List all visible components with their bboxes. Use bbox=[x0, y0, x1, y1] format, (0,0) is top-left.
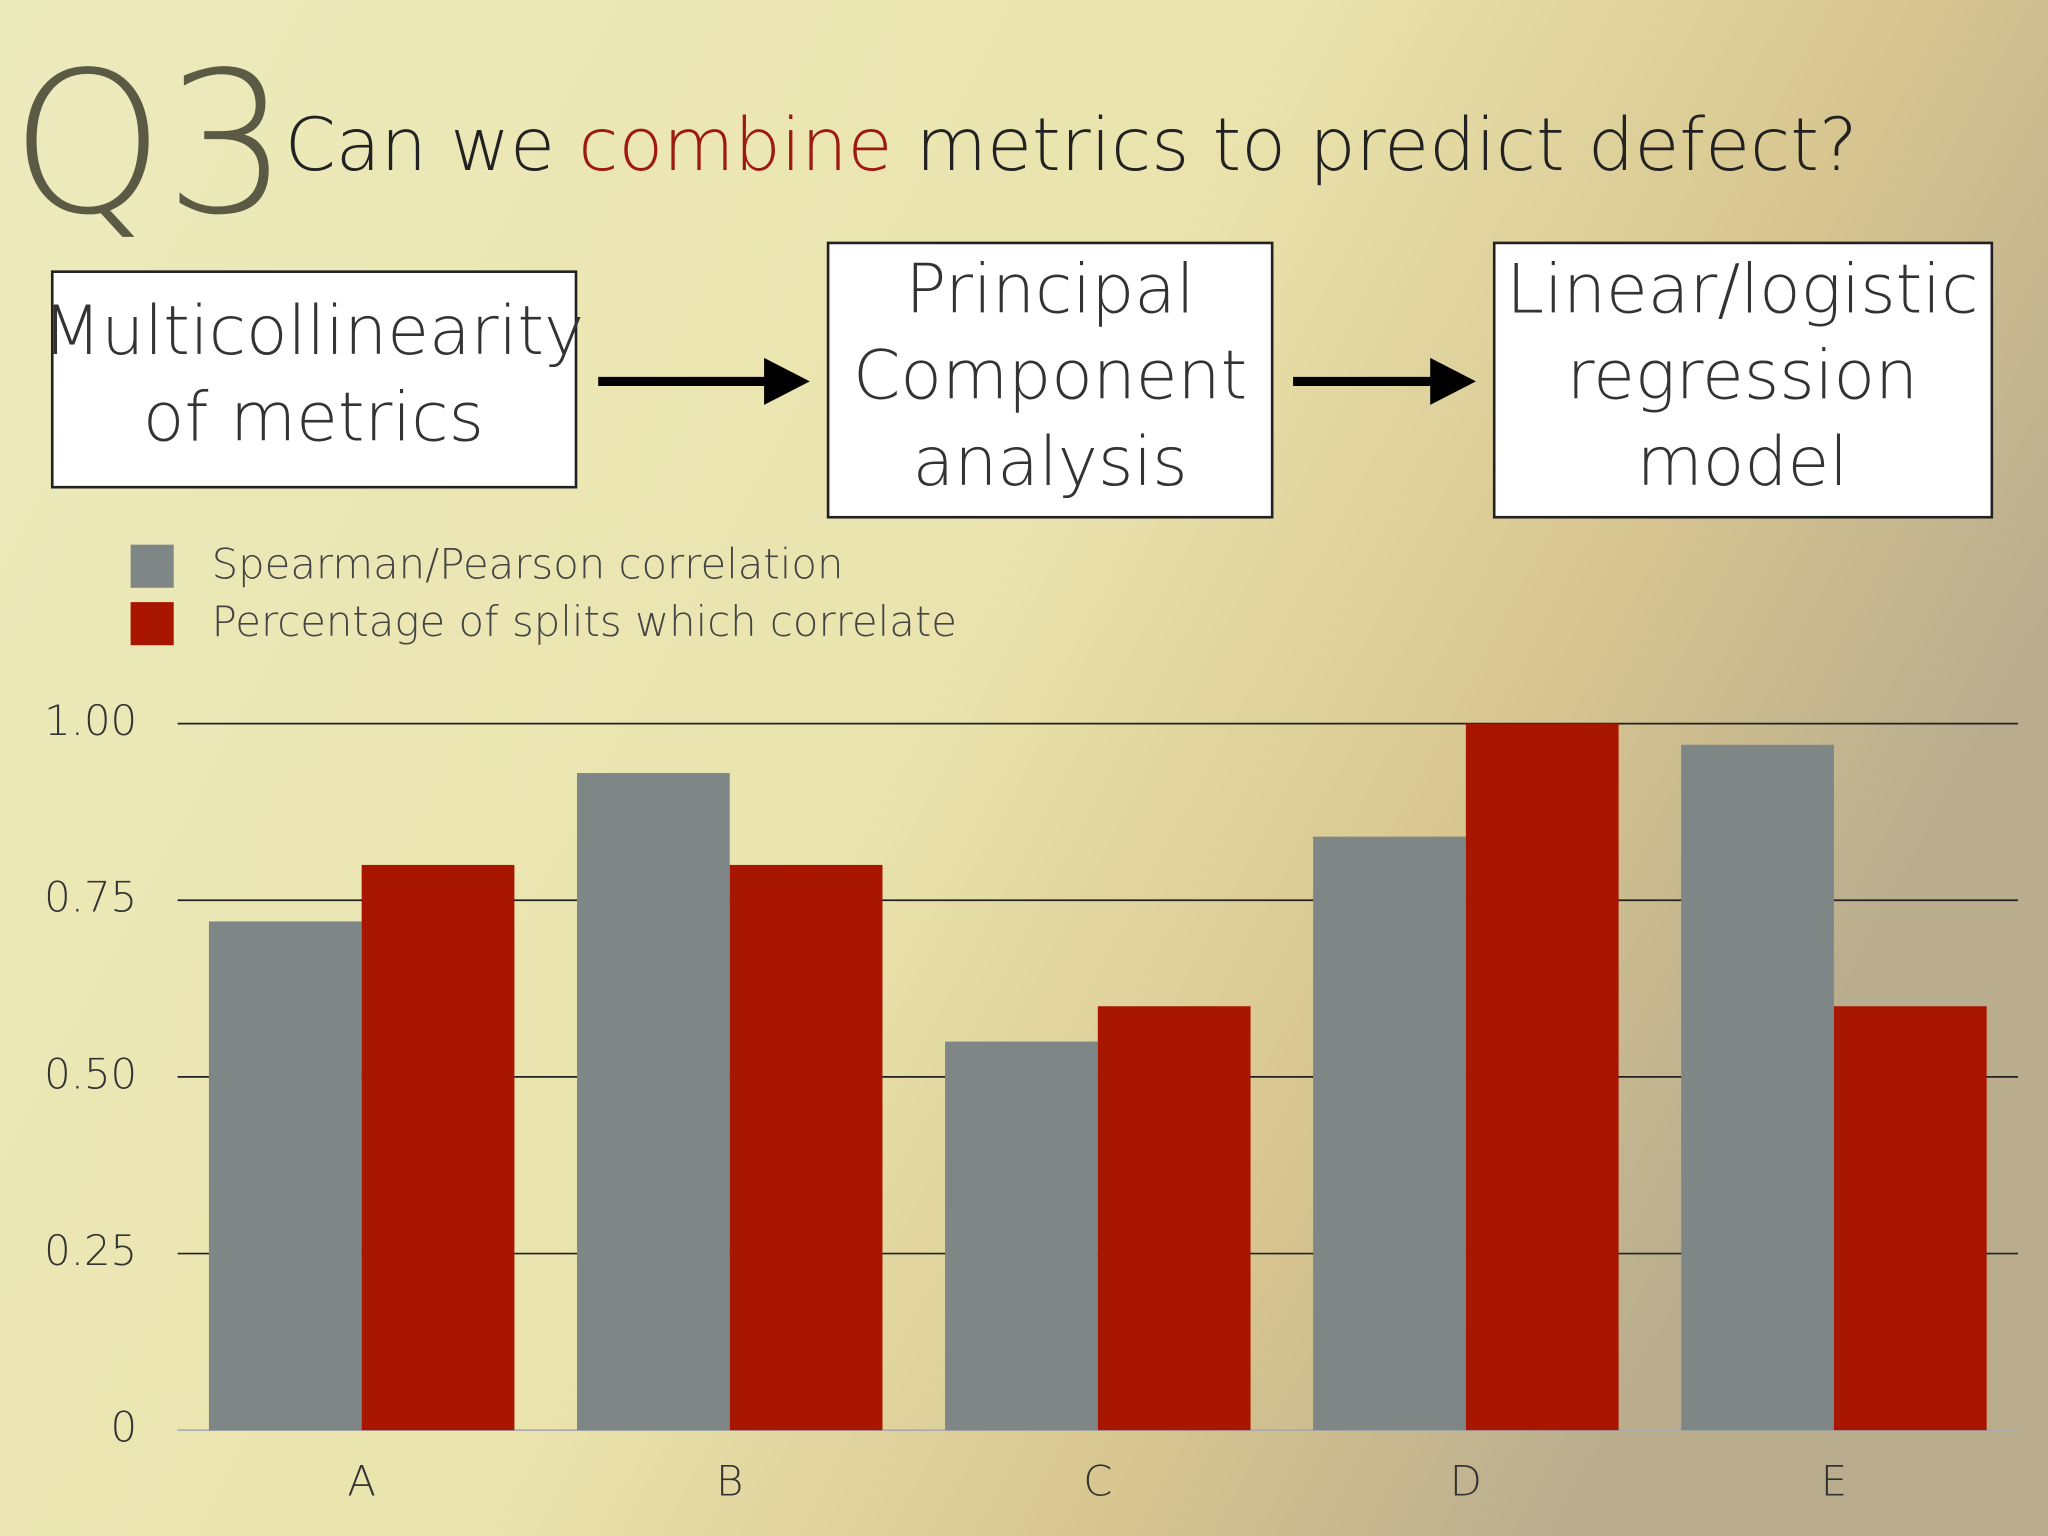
flow-box-label: Principal bbox=[905, 250, 1194, 329]
slide-number: Q3 bbox=[10, 31, 289, 259]
flow-box bbox=[50, 270, 578, 489]
x-tick-label: E bbox=[1821, 1456, 1847, 1505]
bar bbox=[1833, 1006, 1987, 1431]
y-tick-label: 0.25 bbox=[44, 1226, 137, 1275]
flow-box-label: of metrics bbox=[143, 378, 484, 457]
flow-box-label: Linear/logistic bbox=[1506, 250, 1978, 329]
x-tick-label: D bbox=[1450, 1456, 1482, 1505]
arrow-head bbox=[1430, 357, 1476, 405]
x-tick-label: B bbox=[716, 1456, 743, 1505]
flow-box-label: regression bbox=[1567, 337, 1918, 416]
heading: Can we combine metrics to predict defect… bbox=[285, 103, 1858, 188]
heading-highlight: combine bbox=[578, 103, 892, 188]
flow-box bbox=[826, 241, 1274, 519]
flow-box-label: model bbox=[1637, 423, 1848, 502]
legend-swatch bbox=[130, 602, 174, 646]
bar bbox=[1313, 836, 1466, 1431]
bar bbox=[1681, 744, 1834, 1431]
y-tick-label: 1.00 bbox=[44, 696, 137, 745]
bar bbox=[576, 773, 730, 1431]
heading-part: Can we bbox=[285, 103, 579, 188]
flow-box-label: Multicollinearity bbox=[43, 292, 585, 371]
bar bbox=[1097, 1006, 1251, 1431]
bar bbox=[208, 921, 362, 1431]
flow-box-label: analysis bbox=[913, 423, 1188, 502]
flow-box bbox=[1492, 241, 1994, 519]
legend-label: Percentage of splits which correlate bbox=[212, 597, 957, 646]
bar bbox=[361, 864, 515, 1431]
legend-swatch bbox=[130, 544, 174, 588]
arrow-head bbox=[764, 357, 810, 405]
y-tick-label: 0.50 bbox=[44, 1049, 137, 1098]
bar bbox=[945, 1041, 1098, 1431]
x-tick-label: C bbox=[1083, 1456, 1112, 1505]
heading-part: metrics to predict defect? bbox=[892, 103, 1857, 188]
x-tick-label: A bbox=[347, 1456, 376, 1505]
bar bbox=[729, 864, 883, 1431]
legend-label: Spearman/Pearson correlation bbox=[212, 539, 844, 588]
bar bbox=[1465, 723, 1619, 1431]
y-tick-label: 0.75 bbox=[44, 873, 137, 922]
y-tick-label: 0 bbox=[111, 1403, 138, 1452]
flow-box-label: Component bbox=[853, 337, 1247, 416]
